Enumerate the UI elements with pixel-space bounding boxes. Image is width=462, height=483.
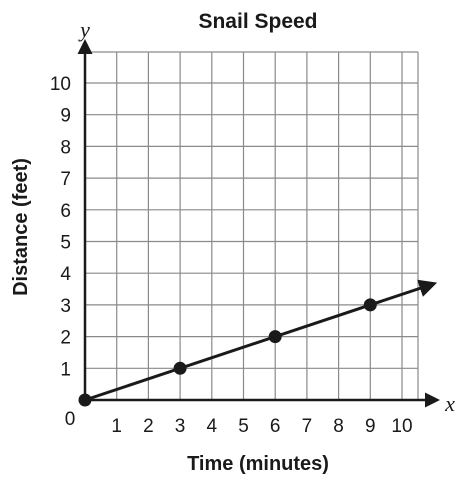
x-tick-label: 9 bbox=[365, 416, 376, 437]
y-tick-label: 8 bbox=[60, 137, 71, 158]
grid bbox=[85, 51, 419, 400]
data-point bbox=[78, 393, 92, 407]
x-tick-label: 2 bbox=[143, 416, 154, 437]
x-tick-label: 7 bbox=[302, 416, 313, 437]
y-tick-label: 5 bbox=[60, 233, 71, 254]
y-tick-label: 4 bbox=[60, 264, 71, 285]
x-tick-label: 4 bbox=[207, 416, 218, 437]
data-point bbox=[173, 361, 187, 375]
axes bbox=[77, 39, 440, 408]
y-tick-label: 9 bbox=[60, 106, 71, 127]
x-axis-variable: x bbox=[444, 391, 455, 416]
y-tick-label: 3 bbox=[60, 296, 71, 317]
y-axis-variable: y bbox=[78, 17, 90, 42]
y-tick-label: 10 bbox=[50, 74, 71, 95]
series-group bbox=[78, 279, 438, 407]
origin-label: 0 bbox=[65, 409, 76, 430]
x-tick-labels: 1 2 3 4 5 6 7 8 9 10 bbox=[111, 416, 412, 437]
y-tick-labels: 1 2 3 4 5 6 7 8 9 10 bbox=[50, 74, 72, 380]
y-tick-label: 6 bbox=[60, 201, 71, 222]
x-axis-label: Time (minutes) bbox=[187, 453, 329, 475]
x-tick-label: 6 bbox=[270, 416, 281, 437]
y-tick-label: 7 bbox=[60, 169, 71, 190]
x-tick-label: 10 bbox=[391, 416, 412, 437]
x-tick-label: 8 bbox=[333, 416, 344, 437]
data-point bbox=[268, 330, 282, 344]
y-axis-label: Distance (feet) bbox=[10, 158, 32, 296]
y-tick-label: 2 bbox=[60, 328, 71, 349]
x-tick-label: 5 bbox=[238, 416, 249, 437]
data-point bbox=[363, 298, 377, 312]
x-tick-label: 1 bbox=[111, 416, 122, 437]
chart-title: Snail Speed bbox=[198, 10, 317, 33]
series-line bbox=[84, 279, 438, 402]
y-tick-label: 1 bbox=[60, 359, 71, 380]
x-tick-label: 3 bbox=[175, 416, 186, 437]
